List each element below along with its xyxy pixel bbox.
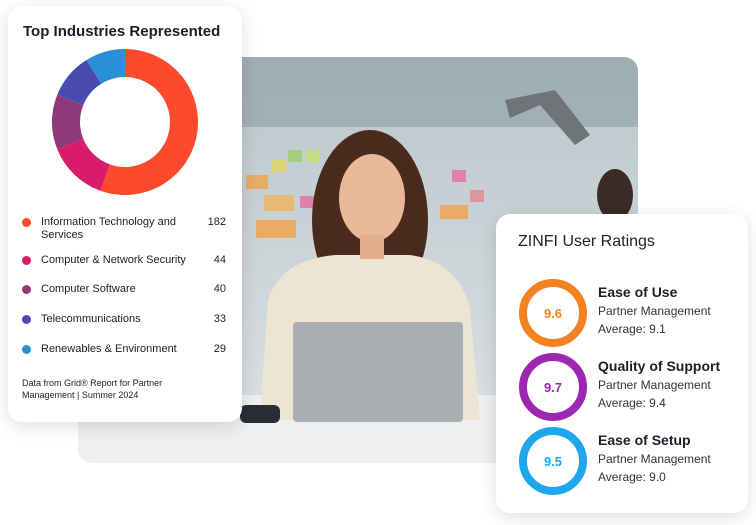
- legend-value: 40: [213, 283, 226, 295]
- rating-ring: [519, 279, 587, 347]
- legend-value: 29: [213, 343, 226, 355]
- legend-label: Computer Software: [41, 283, 136, 295]
- rating-average: Average: 9.4: [598, 396, 666, 410]
- legend-swatch: [22, 218, 31, 227]
- legend-swatch: [22, 315, 31, 324]
- legend-swatch: [22, 285, 31, 294]
- legend-value: 182: [207, 216, 226, 228]
- donut-slice: [52, 94, 84, 150]
- card-title: ZINFI User Ratings: [518, 233, 655, 250]
- card-title: Top Industries Represented: [23, 23, 221, 40]
- donut-slice: [57, 138, 110, 191]
- rating-name: Quality of Support: [598, 358, 721, 374]
- source-note: Data from Grid® Report for Partner Manag…: [22, 378, 163, 400]
- legend-swatch: [22, 345, 31, 354]
- donut-slice: [100, 49, 199, 196]
- legend-label: Computer & Network Security: [41, 254, 186, 266]
- rating-score: 9.5: [544, 454, 562, 469]
- donut-chart: [52, 49, 199, 196]
- rating-ring: [519, 353, 587, 421]
- legend-value: 44: [213, 254, 226, 266]
- rating-score: 9.6: [544, 306, 562, 321]
- rating-ring: [519, 427, 587, 495]
- legend-value: 33: [213, 313, 226, 325]
- rating-average: Average: 9.0: [598, 470, 666, 484]
- rating-name: Ease of Setup: [598, 432, 691, 448]
- ratings-card: ZINFI User Ratings 9.6 9.7 9.5 Ease of Use…: [496, 214, 748, 513]
- rating-segment: Partner Management: [598, 378, 711, 392]
- legend-swatch: [22, 256, 31, 265]
- legend-label: Information Technology and Services: [41, 216, 176, 241]
- legend-label: Renewables & Environment: [41, 343, 177, 355]
- legend-label: Telecommunications: [41, 313, 141, 325]
- donut-slice: [57, 59, 102, 106]
- rating-name: Ease of Use: [598, 284, 678, 300]
- rating-segment: Partner Management: [598, 452, 711, 466]
- rating-average: Average: 9.1: [598, 322, 666, 336]
- rating-score: 9.7: [544, 380, 562, 395]
- rating-segment: Partner Management: [598, 304, 711, 318]
- donut-slice: [86, 49, 125, 84]
- rating-rings: 9.6 9.7 9.5: [519, 279, 587, 495]
- industries-card: Top Industries Represented Information T…: [8, 6, 242, 422]
